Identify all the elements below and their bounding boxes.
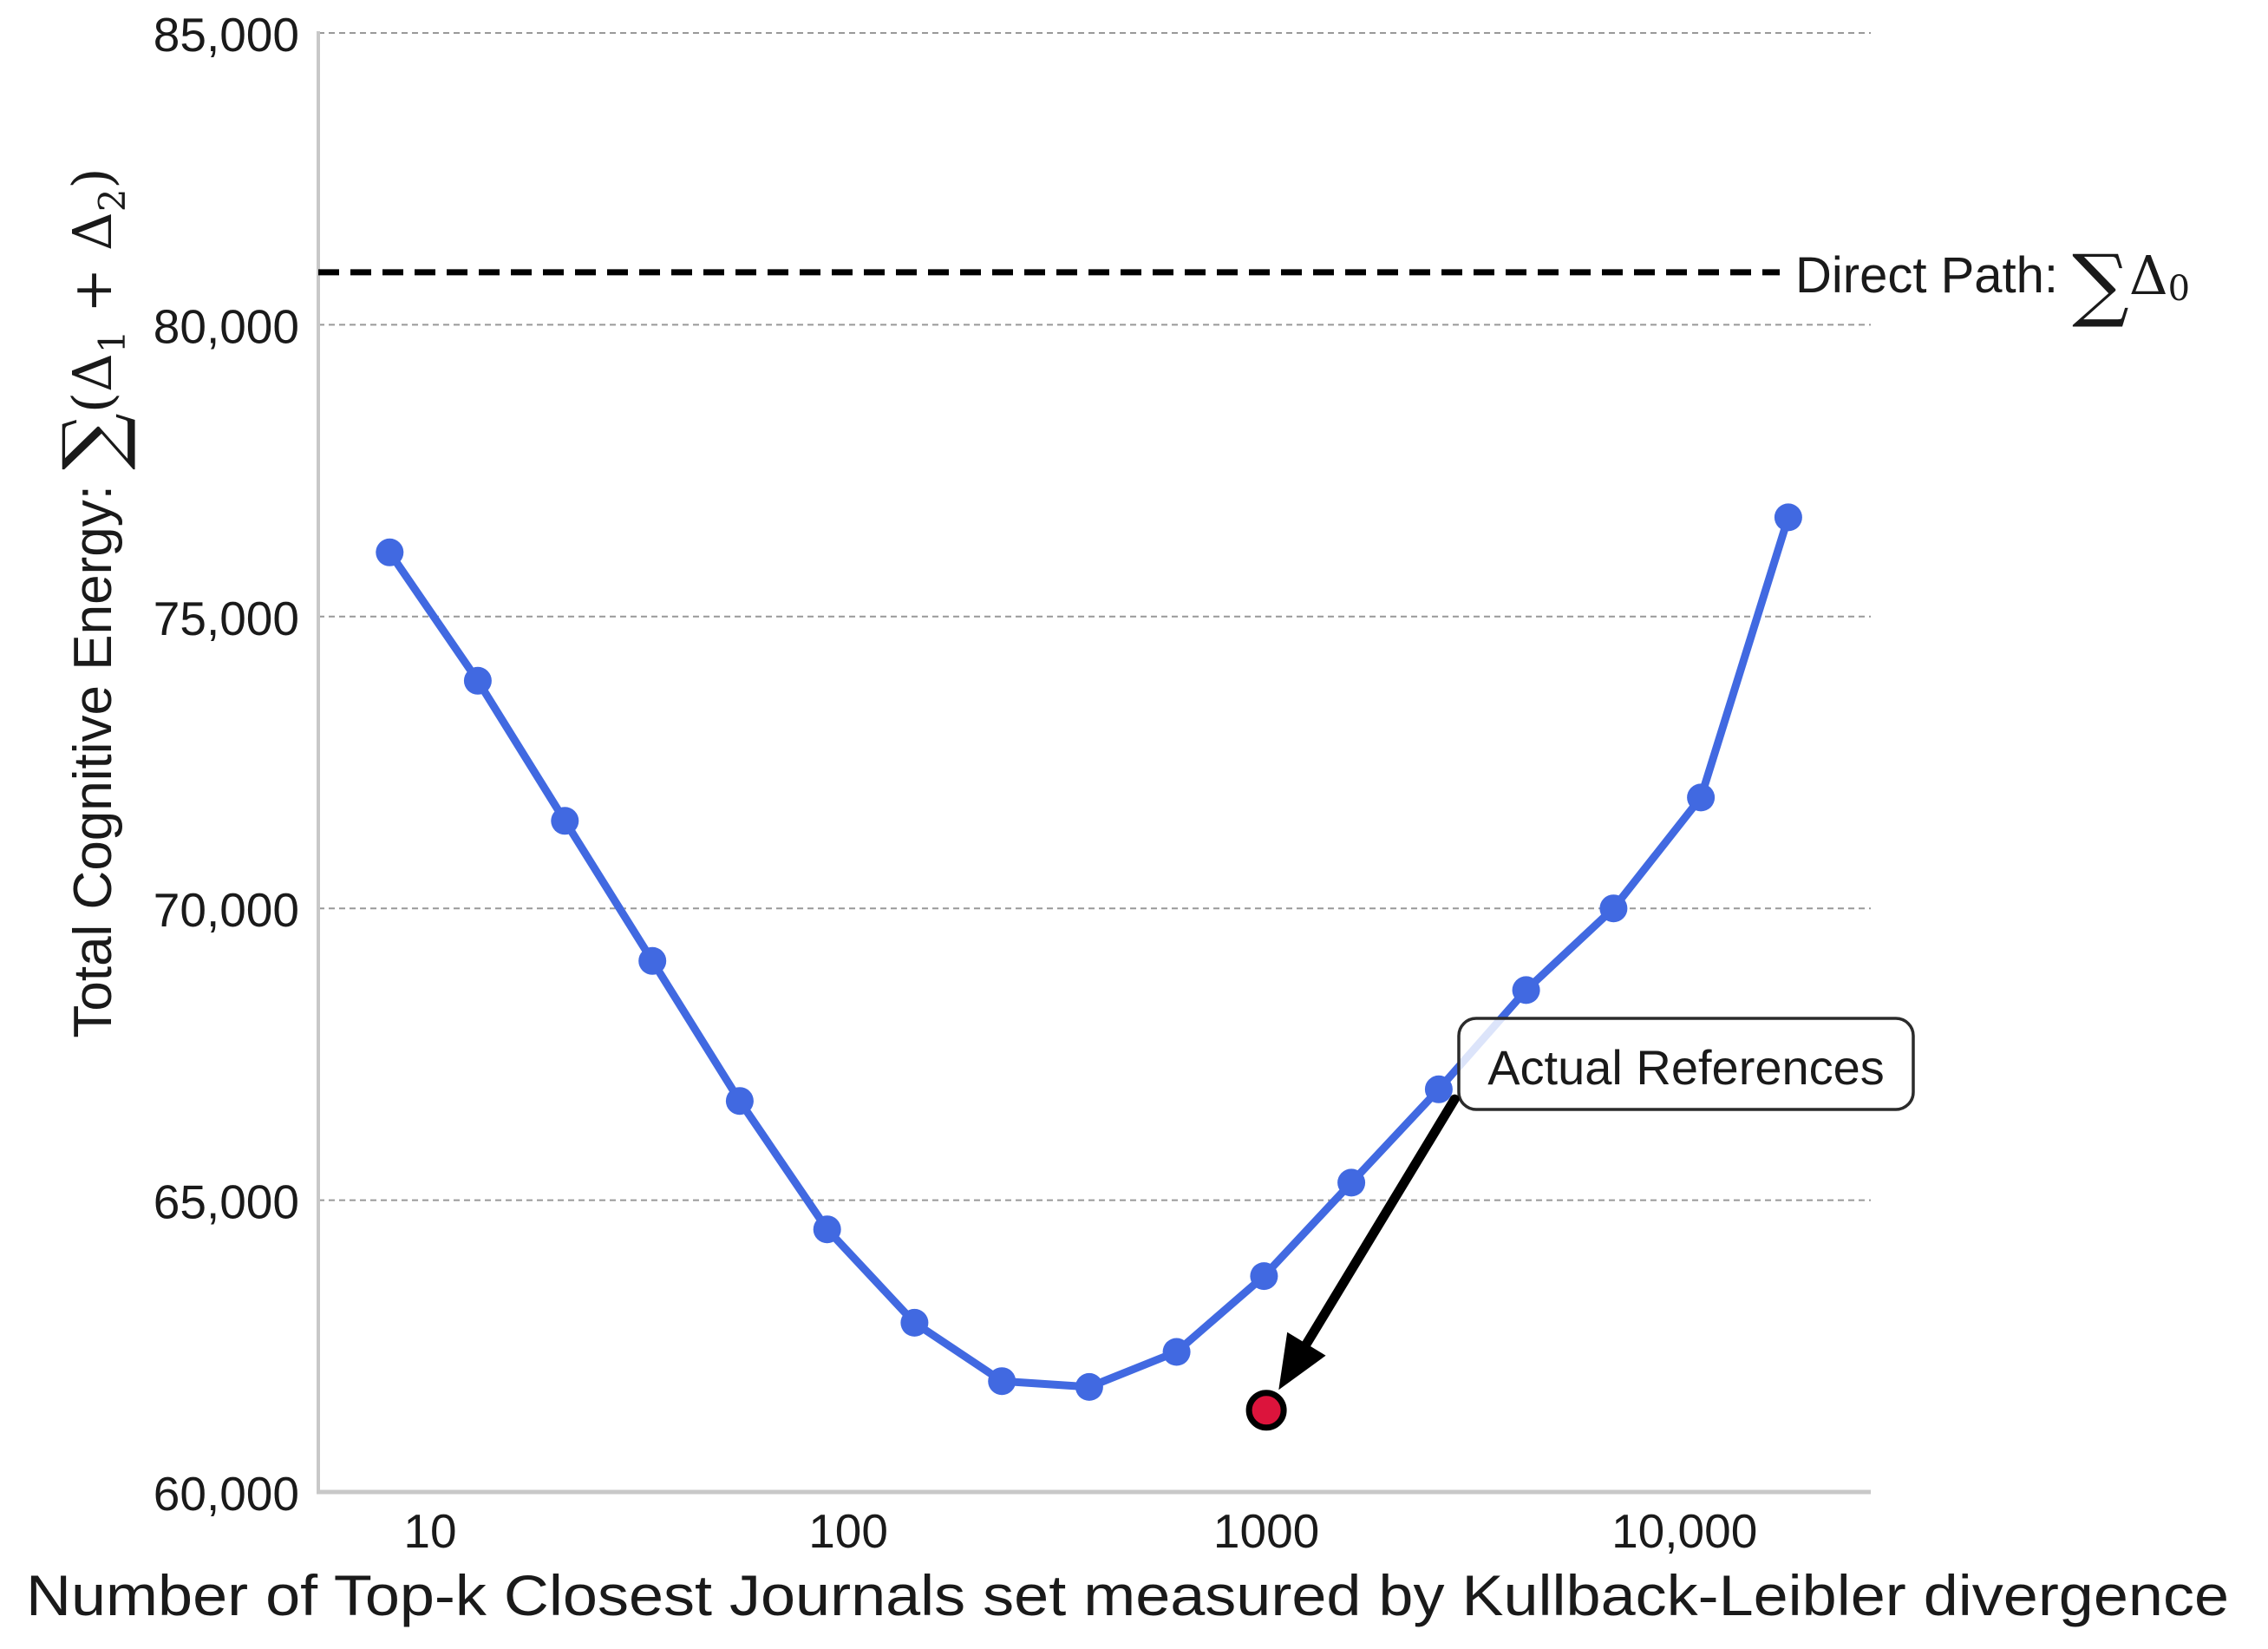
annotation-arrow-shaft xyxy=(1301,1094,1460,1349)
y-tick-label: 70,000 xyxy=(154,883,299,937)
y-tick-labels: 85,000 80,000 75,000 70,000 65,000 60,000 xyxy=(154,8,299,1521)
x-tick-label: 10 xyxy=(403,1504,456,1558)
data-point-marker xyxy=(900,1308,929,1337)
data-point-marker xyxy=(1424,1075,1453,1103)
x-tick-label: 1000 xyxy=(1213,1504,1319,1558)
x-tick-label: 100 xyxy=(808,1504,888,1558)
data-point-marker xyxy=(1774,503,1802,532)
x-tick-labels: 10 100 1000 10,000 xyxy=(403,1504,1757,1558)
y-tick-label: 80,000 xyxy=(154,299,299,353)
annotation-box xyxy=(1457,1017,1915,1111)
data-point-marker xyxy=(638,946,667,975)
direct-path-label: Direct Path: ∑Δ0 xyxy=(1795,237,2190,330)
data-point-marker xyxy=(1250,1262,1278,1291)
energy-curve-markers xyxy=(376,503,1802,1401)
actual-references-point xyxy=(1245,1390,1287,1431)
annotation-arrow-head xyxy=(1278,1332,1326,1391)
data-point-marker xyxy=(813,1215,841,1244)
data-point-marker xyxy=(1512,976,1540,1004)
x-tick-label: 10,000 xyxy=(1611,1504,1757,1558)
data-point-marker xyxy=(376,538,404,566)
y-tick-label: 75,000 xyxy=(154,592,299,645)
x-axis-title: Number of Top-k Closest Journals set mea… xyxy=(26,1563,2229,1627)
y-tick-label: 60,000 xyxy=(154,1467,299,1521)
energy-curve xyxy=(385,513,1793,1391)
y-tick-label: 85,000 xyxy=(154,8,299,62)
y-axis-title: Total Cognitive Energy: ∑(Δ1 + Δ2) xyxy=(46,167,139,1037)
data-point-marker xyxy=(551,807,579,835)
data-point-marker xyxy=(1599,894,1628,923)
data-point-marker xyxy=(725,1087,754,1116)
annotation-label: Actual References xyxy=(1487,1040,1885,1095)
data-point-marker xyxy=(463,666,492,695)
axes-spines xyxy=(317,31,1871,1495)
data-point-marker xyxy=(1337,1168,1366,1197)
y-tick-label: 65,000 xyxy=(154,1175,299,1229)
data-point-marker xyxy=(1075,1372,1103,1401)
data-point-marker xyxy=(1687,783,1716,812)
data-point-marker xyxy=(1162,1338,1191,1366)
data-point-marker xyxy=(988,1367,1016,1396)
